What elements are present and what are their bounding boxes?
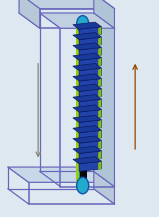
Polygon shape xyxy=(73,136,101,143)
Polygon shape xyxy=(79,99,101,109)
Polygon shape xyxy=(73,84,101,91)
Polygon shape xyxy=(79,89,101,99)
Polygon shape xyxy=(98,68,101,77)
Polygon shape xyxy=(73,105,101,112)
Polygon shape xyxy=(98,141,101,149)
Polygon shape xyxy=(98,37,101,46)
Polygon shape xyxy=(98,58,101,66)
Polygon shape xyxy=(73,74,101,81)
Bar xyxy=(76,23,79,189)
Polygon shape xyxy=(79,37,101,47)
Polygon shape xyxy=(98,161,101,170)
Polygon shape xyxy=(73,95,101,102)
Polygon shape xyxy=(98,99,101,108)
Polygon shape xyxy=(79,27,101,37)
Polygon shape xyxy=(40,13,114,28)
Polygon shape xyxy=(8,167,114,182)
Circle shape xyxy=(77,16,89,32)
Polygon shape xyxy=(94,13,114,187)
Bar xyxy=(78,23,87,189)
Polygon shape xyxy=(98,151,101,159)
Polygon shape xyxy=(73,157,101,164)
Polygon shape xyxy=(94,0,114,28)
Polygon shape xyxy=(98,130,101,139)
Polygon shape xyxy=(79,120,101,130)
Polygon shape xyxy=(98,27,101,35)
Polygon shape xyxy=(73,33,101,40)
Polygon shape xyxy=(73,43,101,50)
Polygon shape xyxy=(98,110,101,118)
Polygon shape xyxy=(79,78,101,89)
Polygon shape xyxy=(73,53,101,60)
Polygon shape xyxy=(19,0,114,9)
Polygon shape xyxy=(79,161,101,171)
Bar xyxy=(79,25,80,187)
Circle shape xyxy=(77,177,89,194)
Polygon shape xyxy=(79,68,101,78)
Polygon shape xyxy=(73,64,101,71)
Polygon shape xyxy=(98,78,101,87)
Polygon shape xyxy=(79,130,101,140)
Polygon shape xyxy=(98,89,101,97)
Polygon shape xyxy=(79,47,101,58)
Polygon shape xyxy=(98,47,101,56)
Polygon shape xyxy=(98,120,101,128)
Polygon shape xyxy=(79,110,101,120)
Polygon shape xyxy=(79,151,101,161)
Polygon shape xyxy=(73,22,101,29)
Polygon shape xyxy=(19,0,40,28)
Polygon shape xyxy=(73,115,101,122)
Polygon shape xyxy=(73,126,101,133)
Polygon shape xyxy=(94,167,114,204)
Polygon shape xyxy=(73,146,101,153)
Polygon shape xyxy=(79,58,101,68)
Polygon shape xyxy=(79,141,101,151)
